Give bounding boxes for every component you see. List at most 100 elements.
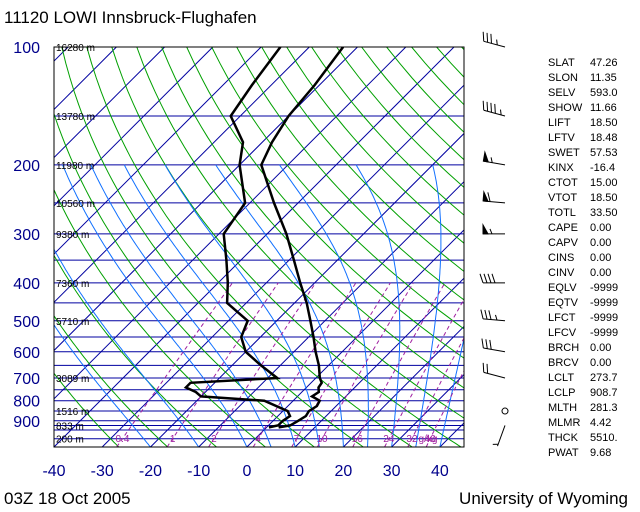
wind-barbs (479, 31, 509, 447)
mixing-ratio-label: 16 (352, 434, 364, 445)
height-label: 9380 m (56, 230, 89, 241)
index-row: LFTV 18.48 (548, 131, 632, 146)
dry-adiabat (111, 47, 462, 447)
pressure-tick-label: 500 (13, 314, 40, 331)
index-key: CAPE (548, 222, 578, 234)
moist-adiabat (279, 164, 369, 447)
index-row: TOTL 33.50 (548, 206, 632, 221)
pressure-tick-label: 400 (13, 276, 40, 293)
wind-barb (482, 100, 506, 117)
pressure-tick-label: 800 (13, 394, 40, 411)
wind-barb (492, 425, 506, 447)
pressure-tick-label: 600 (13, 345, 40, 362)
wind-barb (481, 338, 506, 353)
index-row: VTOT 18.50 (548, 191, 632, 206)
moist-adiabat (463, 444, 464, 447)
temperature-tick-label: -40 (42, 463, 65, 480)
isotherm (294, 277, 464, 447)
index-value: 273.7 (590, 372, 618, 384)
dry-adiabat (211, 47, 464, 330)
plot-frame (53, 46, 465, 448)
wind-barb (482, 190, 506, 204)
index-row: THCK 5510. (548, 431, 632, 446)
pressure-tick-label: 900 (13, 414, 40, 431)
index-row: MLTH 281.3 (548, 401, 632, 416)
sounding-curves (183, 47, 345, 429)
index-key: LCLT (548, 372, 575, 384)
index-value: 593.0 (590, 87, 618, 99)
mixing-ratio-label: 7 (294, 434, 300, 445)
temperature-tick-label: -30 (91, 463, 114, 480)
index-row: SHOW 11.66 (548, 101, 632, 116)
mixing-ratio-label: 24 (383, 434, 395, 445)
index-row: CINV 0.00 (548, 266, 632, 281)
height-label: 3089 m (56, 374, 89, 385)
index-value: 0.00 (590, 222, 612, 234)
index-value: 15.00 (590, 177, 618, 189)
index-key: BRCV (548, 357, 579, 369)
index-value: -9999 (590, 312, 619, 324)
moist-adiabat (355, 164, 401, 447)
mixing-ratio-line (425, 369, 464, 447)
wind-barb (479, 273, 505, 284)
moist-adiabat (54, 324, 151, 447)
index-row: LFCV -9999 (548, 326, 632, 341)
wind-barb (482, 222, 505, 235)
wind-barb (480, 309, 506, 322)
height-label: 833 m (56, 421, 84, 432)
dry-adiabat (186, 47, 464, 359)
index-value: 0.00 (590, 342, 612, 354)
index-value: 11.35 (590, 72, 617, 84)
isotherm (54, 47, 262, 255)
isotherm (54, 47, 407, 400)
moist-adiabat (90, 164, 272, 447)
index-key: SWET (548, 147, 580, 159)
index-key: PWAT (548, 447, 579, 459)
moist-adiabat (62, 164, 248, 447)
moist-adiabat (54, 248, 200, 447)
index-key: CAPV (548, 237, 578, 249)
index-key: EQTV (548, 297, 578, 309)
wind-barb (501, 407, 509, 415)
index-value: 18.50 (590, 192, 618, 204)
moist-adiabat (164, 164, 320, 447)
index-key: SLON (548, 72, 578, 84)
index-row: MLMR 4.42 (548, 416, 632, 431)
index-value: 908.7 (590, 387, 618, 399)
index-row: KINX -16.4 (548, 161, 632, 176)
index-key: LFTV (548, 132, 575, 144)
index-value: 33.50 (590, 207, 618, 219)
index-row: CAPE 0.00 (548, 221, 632, 236)
index-row: EQLV -9999 (548, 281, 632, 296)
isotherm (54, 47, 455, 447)
mixing-ratio-label: 2 (211, 434, 217, 445)
index-key: LIFT (548, 117, 571, 129)
index-value: -9999 (590, 327, 619, 339)
index-key: MLMR (548, 417, 581, 429)
pressure-tick-label: 200 (13, 158, 40, 175)
height-label: 7360 m (56, 279, 89, 290)
index-value: 0.00 (590, 252, 612, 264)
index-key: SHOW (548, 102, 583, 114)
pressure-tick-label: 100 (13, 40, 40, 57)
index-row: BRCH 0.00 (548, 341, 632, 356)
temperature-tick-label: 0 (242, 463, 251, 480)
index-key: CINV (548, 267, 575, 279)
temperature-tick-label: 20 (335, 463, 353, 480)
moist-adiabat (123, 164, 296, 447)
mixing-ratio-line (352, 282, 446, 447)
index-value: 9.68 (590, 447, 612, 459)
index-key: KINX (548, 162, 574, 174)
index-row: CTOT 15.00 (548, 176, 632, 191)
wind-barb (482, 150, 506, 166)
dry-adiabat (54, 254, 217, 447)
dry-adiabat (261, 47, 464, 273)
mixing-ratio-line (384, 298, 464, 447)
dewpoint-profile (183, 47, 292, 429)
mixing-ratio-line (291, 282, 391, 447)
index-key: CTOT (548, 177, 578, 189)
index-row: SLON 11.35 (548, 71, 632, 86)
temperature-tick-label: 30 (383, 463, 401, 480)
